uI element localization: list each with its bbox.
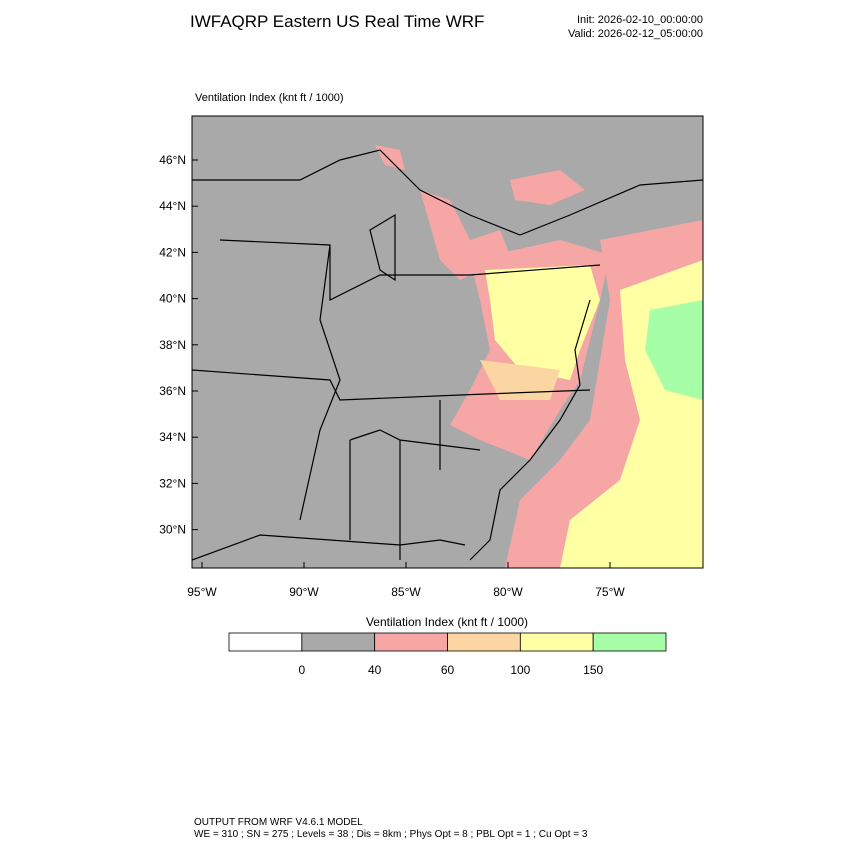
lat-label: 36°N xyxy=(159,384,186,398)
footer-line: OUTPUT FROM WRF V4.6.1 MODEL xyxy=(194,817,363,828)
lon-label: 85°W xyxy=(391,585,421,599)
colorbar-label: 0 xyxy=(298,663,305,677)
colorbar-title: Ventilation Index (knt ft / 1000) xyxy=(366,615,528,629)
colorbar-box xyxy=(228,632,303,652)
colorbar-label: 150 xyxy=(583,663,603,677)
title: IWFAQRP Eastern US Real Time WRF xyxy=(190,12,484,31)
state-lines xyxy=(192,369,591,401)
lake-michigan xyxy=(369,213,396,282)
lat-label: 44°N xyxy=(159,199,186,213)
field-superior-pink xyxy=(375,145,405,170)
map-subtitle: Ventilation Index (knt ft / 1000) xyxy=(195,92,344,104)
lon-label: 75°W xyxy=(595,585,625,599)
map-frame xyxy=(191,115,704,569)
field-lake-pink xyxy=(420,190,510,280)
init-time: Init: 2026-02-10_00:00:00 xyxy=(577,14,703,26)
lon-label: 95°W xyxy=(187,585,217,599)
lat-label: 30°N xyxy=(159,523,186,537)
colorbar-box xyxy=(592,632,667,652)
lat-label: 38°N xyxy=(159,338,186,352)
mississippi xyxy=(299,244,341,521)
colorbar-box xyxy=(301,632,376,652)
lat-label: 42°N xyxy=(159,245,186,259)
state-lines xyxy=(219,239,601,301)
lat-label: 40°N xyxy=(159,292,186,306)
coastline xyxy=(469,299,591,561)
field-north-pink xyxy=(510,170,585,205)
footer-line: WE = 310 ; SN = 275 ; Levels = 38 ; Dis … xyxy=(194,829,588,840)
lon-label: 90°W xyxy=(289,585,319,599)
field-land-yellow xyxy=(485,265,600,380)
field-land-peach xyxy=(480,360,560,400)
colorbar-label: 100 xyxy=(510,663,530,677)
lat-label: 34°N xyxy=(159,430,186,444)
valid-time: Valid: 2026-02-12_05:00:00 xyxy=(568,28,703,40)
lat-label: 32°N xyxy=(159,476,186,490)
colorbar-box xyxy=(519,632,594,652)
colorbar-box xyxy=(374,632,448,652)
lat-label: 46°N xyxy=(159,153,186,167)
boundaries xyxy=(192,149,703,561)
gulf-coast xyxy=(192,534,466,561)
map-field xyxy=(192,116,703,568)
colorbar-label: 60 xyxy=(441,663,455,677)
field-ocean-green xyxy=(645,300,703,400)
colorbar-label: 40 xyxy=(368,663,382,677)
state-lines xyxy=(349,400,481,560)
colorbar-box xyxy=(447,632,521,652)
lon-label: 80°W xyxy=(493,585,523,599)
border-north xyxy=(192,149,703,236)
